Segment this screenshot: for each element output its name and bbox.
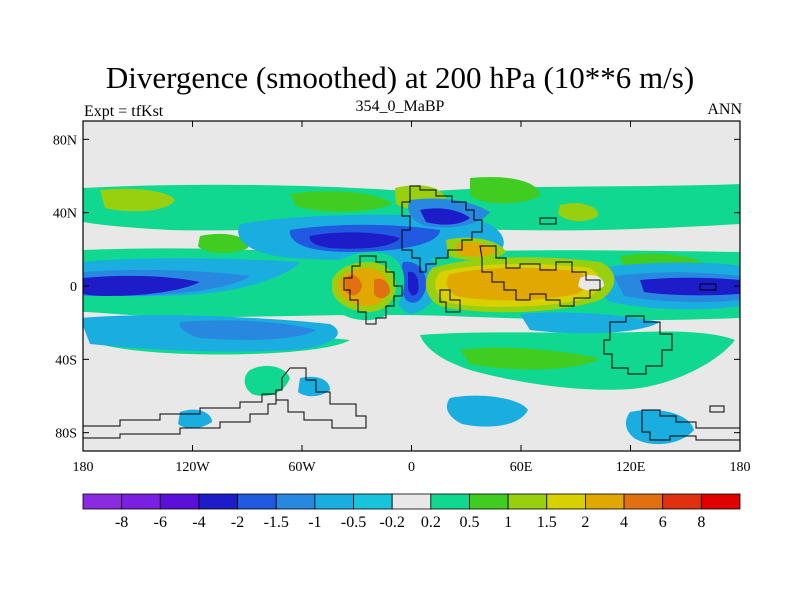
colorbar-swatch — [662, 493, 702, 510]
contour-fill — [420, 208, 470, 225]
colorbar-swatch — [353, 493, 393, 510]
y-tick-label: 0 — [70, 280, 77, 295]
colorbar-swatch — [159, 493, 200, 510]
contour-fill — [446, 267, 587, 301]
x-tick-label: 180 — [730, 460, 751, 475]
x-tick-label: 0 — [408, 460, 415, 475]
x-tick-label: 180 — [73, 460, 94, 475]
colorbar-swatch — [314, 493, 354, 510]
contour-fill — [309, 232, 400, 249]
coastline-antarctic-west — [83, 393, 277, 439]
colorbar-swatch — [198, 493, 238, 510]
x-tick-label: 60E — [510, 460, 533, 475]
coastline-arabia — [439, 289, 461, 313]
contour-fill — [640, 277, 740, 296]
coastline-island — [699, 283, 717, 291]
contour-fill — [298, 376, 330, 397]
coastline-australia — [603, 315, 673, 375]
season-label: ANN — [707, 101, 742, 118]
x-tick-label: 120W — [175, 460, 210, 475]
divergence-contours — [83, 176, 740, 445]
colorbar-swatch — [585, 493, 625, 510]
period-label: 354_0_MaBP — [355, 98, 445, 115]
x-tick-label: 120E — [616, 460, 646, 475]
x-tick-label: 60W — [288, 460, 316, 475]
colorbar-swatch — [391, 493, 432, 510]
y-tick-label: 40S — [55, 353, 77, 368]
colorbar-label: -4 — [192, 514, 205, 531]
contour-fill — [83, 275, 200, 296]
contour-fill — [374, 278, 390, 299]
colorbar-swatch — [237, 493, 277, 510]
colorbar-swatch — [430, 493, 470, 510]
contour-fill — [408, 271, 419, 296]
colorbar-label: 6 — [659, 514, 667, 531]
colorbar-swatch — [546, 493, 586, 510]
chart-title: Divergence (smoothed) at 200 hPa (10**6 … — [105, 60, 695, 95]
colorbar-label: -1 — [308, 514, 321, 531]
contour-fill — [179, 320, 316, 340]
contour-fill — [460, 347, 600, 370]
colorbar-swatch — [507, 493, 548, 510]
contour-fill — [558, 203, 599, 222]
colorbar-swatch — [275, 493, 316, 510]
colorbar-label: 4 — [620, 514, 628, 531]
coastline-island — [539, 217, 557, 225]
contour-fill — [198, 233, 249, 254]
colorbar: -8 -6 -4 -2 -1.5 -1 -0.5 -0.2 0.2 0.5 1 1.5 2 4 6 8 — [82, 493, 741, 531]
y-tick-label: 80N — [53, 133, 77, 148]
coastline-island — [709, 405, 725, 413]
colorbar-label: -8 — [115, 514, 128, 531]
y-tick-label: 40N — [53, 207, 77, 222]
contour-fill — [100, 188, 175, 212]
contour-fill — [290, 191, 392, 212]
colorbar-swatch — [121, 493, 161, 510]
colorbar-swatch — [469, 493, 509, 510]
colorbar-swatch — [623, 493, 664, 510]
coastline-europe — [401, 185, 483, 273]
colorbar-label: 0.5 — [459, 514, 479, 531]
colorbar-label: -6 — [154, 514, 167, 531]
coastlines — [83, 185, 740, 441]
contour-fill — [446, 395, 528, 427]
axis-ticks: 180 120W 60W 0 60E 120E 180 80N 40N 0 40S 80S — [53, 121, 751, 475]
contour-fill — [244, 365, 290, 397]
colorbar-label: 8 — [697, 514, 705, 531]
coastline-africa — [343, 255, 403, 325]
contour-fill — [520, 312, 660, 334]
colorbar-label: -0.2 — [380, 514, 405, 531]
contour-fill — [470, 176, 540, 204]
colorbar-label: -2 — [231, 514, 244, 531]
colorbar-swatch — [700, 493, 741, 510]
colorbar-label: 1.5 — [537, 514, 557, 531]
colorbar-label: 1 — [504, 514, 512, 531]
colorbar-label: 2 — [581, 514, 589, 531]
colorbar-label: 0.2 — [421, 514, 441, 531]
colorbar-swatch — [82, 493, 123, 510]
colorbar-label: -0.5 — [341, 514, 366, 531]
coastline-asia — [479, 245, 601, 307]
contour-fill — [578, 275, 604, 291]
y-tick-label: 80S — [55, 427, 77, 442]
colorbar-label: -1.5 — [264, 514, 289, 531]
coastline-antarctic-east — [641, 409, 740, 441]
experiment-label: Expt = tfKst — [84, 103, 164, 120]
